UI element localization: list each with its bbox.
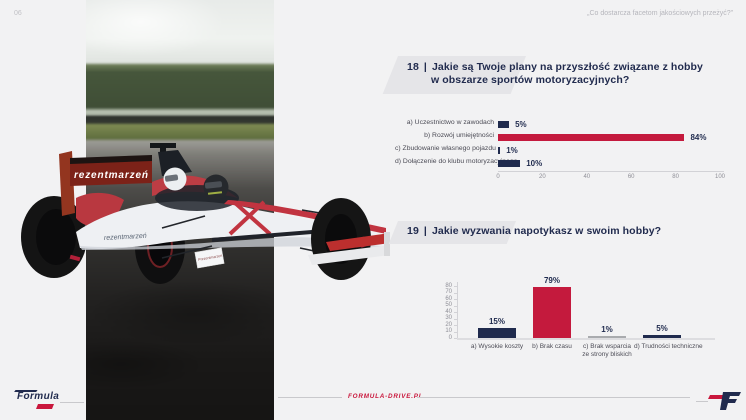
car-body-shading [80, 237, 388, 250]
chart19-value-label: 1% [601, 325, 613, 334]
chart19-y-tick [454, 305, 457, 307]
chart19-y-tick-label: 60 [445, 295, 452, 302]
chart19-y-tick [454, 292, 457, 294]
title-separator: | [423, 225, 427, 237]
nose-red-stripe [224, 200, 386, 234]
chart19-value-label: 79% [543, 275, 560, 285]
chart19-y-tick [454, 299, 457, 300]
chart19-y-tick-label: 40 [445, 308, 452, 315]
question-19-number: 19 [407, 225, 419, 237]
chart18-x-tick-label: 80 [672, 174, 679, 180]
question-18-number: 18 [407, 61, 419, 73]
rear-wing: rezentmarzeń [59, 151, 152, 216]
chart18-value-label: 1% [506, 146, 518, 155]
chart19-y-tick [454, 338, 457, 339]
chart18-bar [498, 134, 685, 141]
chart19-category-label: c) Brak wsparcia [582, 343, 632, 350]
nose-panel: Prezentmarzeń [194, 247, 225, 269]
chart18-category-label: d) Dołączenie do klubu motoryzacyjnego [395, 158, 518, 165]
brand-logo-badge [35, 404, 55, 409]
chart19-value-label: 15% [488, 317, 505, 327]
chart19-bar [588, 336, 626, 338]
chart18-x-tick-label: 0 [496, 174, 500, 180]
rear-wing-sponsor-text: rezentmarzeń [74, 170, 148, 181]
chart18-value-label: 10% [526, 159, 543, 168]
chart18-category-label: b) Rozwój umiejętności [424, 132, 494, 139]
question-18-line2: w obszarze sportów motoryzacyjnych? [431, 73, 630, 86]
chart18-bar [498, 121, 510, 128]
chart19-y-tick-label: 50 [445, 302, 452, 308]
chart19-y-tick-label: 70 [445, 289, 452, 295]
chart19-y-tick-label: 10 [445, 328, 452, 334]
chart-18: a) Uczestnictwo w zawodach 5% b) Rozwój um… [395, 112, 740, 184]
side-sponsor-text: rezentmarzeń [104, 233, 147, 242]
title-separator: | [423, 61, 427, 73]
chart18-value-label: 84% [690, 133, 707, 142]
question-18-line1: 18 | Jakie są Twoje plany na przyszłość zw… [407, 61, 703, 73]
chart19-category-label: b) Brak czasu [532, 343, 572, 350]
chart19-category-label: d) Trudności techniczne [634, 343, 703, 350]
brand-logo-text: Formula [17, 391, 60, 402]
rear-wheel [21, 196, 87, 278]
chart19-y-tick [454, 318, 457, 320]
chart18-x-axis [498, 171, 724, 172]
question-19-title-block: 19 | Jakie wyzwania napotykasz w swoim hob… [388, 218, 740, 244]
chart18-category-label: c) Zbudowanie własnego pojazdu [395, 145, 496, 152]
footer-divider-center-left [278, 397, 342, 398]
chart19-y-tick [454, 312, 457, 313]
chart19-y-tick-label: 0 [448, 334, 452, 341]
chart18-x-tick-label: 40 [583, 174, 591, 180]
chart19-category-label: ze strony bliskich [582, 351, 632, 358]
race-car-image: rezentmarzeń [21, 143, 390, 284]
chart19-y-tick-label: 30 [445, 315, 452, 321]
chart-19: 0 10 20 30 40 50 60 70 80 15% a) Wysokie koszty 79%… [430, 275, 740, 370]
footer-site-url: FORMULA-DRIVE.PL [348, 393, 424, 400]
chart19-y-axis [457, 282, 458, 338]
formula-f-mark-icon [696, 392, 741, 410]
question-19-title: 19 | Jakie wyzwania napotykasz w swoim hob… [407, 225, 661, 238]
side-black-stripe [212, 230, 312, 242]
chart19-bar [478, 328, 516, 338]
chart18-x-tick-label: 60 [627, 174, 635, 180]
side-red-cross [228, 200, 272, 236]
chart19-bar [533, 286, 571, 338]
panel-sponsor-text: Prezentmarzeń [198, 254, 223, 262]
passenger-helmet [163, 167, 187, 191]
chart18-value-label: 5% [515, 120, 527, 129]
chart19-category-label: a) Wysokie koszty [470, 343, 524, 350]
chart18-x-tick-label: 20 [539, 174, 546, 180]
chart19-y-tick [454, 331, 457, 333]
chart18-bar [498, 147, 501, 154]
chart18-bar [498, 160, 521, 167]
header-quote: „Co dostarcza facetom jakościowych przeż… [587, 10, 733, 17]
front-wing [308, 232, 390, 265]
footer-divider-center-right [417, 397, 690, 398]
chart19-baseline [457, 338, 715, 340]
chart19-y-tick [454, 325, 457, 326]
page-number: 06 [14, 10, 22, 17]
driver-helmet [203, 174, 229, 200]
footer-divider-left [60, 402, 84, 403]
question-18-title: 18 | Jakie są Twoje plany na przyszłość zw… [407, 61, 703, 86]
chart18-x-tick-label: 100 [714, 174, 725, 180]
chart18-category-label: a) Uczestnictwo w zawodach [406, 119, 494, 126]
chart19-y-tick-label: 80 [445, 282, 452, 289]
chart19-y-tick-label: 20 [445, 321, 452, 328]
chart19-value-label: 5% [656, 323, 668, 333]
chart19-y-tick [454, 286, 457, 287]
question-19-line1: 19 | Jakie wyzwania napotykasz w swoim hob… [407, 225, 662, 237]
airbox [150, 143, 192, 176]
chart19-bar [643, 334, 681, 338]
question-18-title-block: 18 | Jakie są Twoje plany na przyszłość zw… [382, 56, 740, 96]
